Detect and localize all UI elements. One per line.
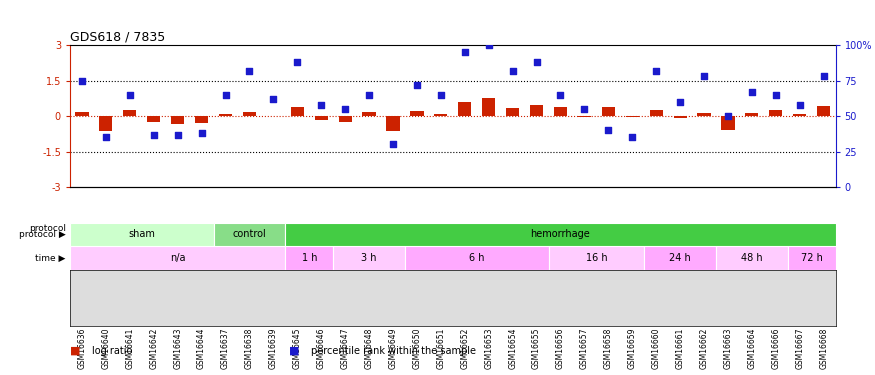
Bar — [285, 223, 836, 246]
Text: 1 h: 1 h — [302, 253, 317, 263]
Text: ■: ■ — [289, 346, 299, 355]
Bar — [746, 113, 759, 116]
Text: sham: sham — [129, 230, 155, 240]
Point — [171, 132, 185, 138]
Text: log ratio: log ratio — [92, 346, 132, 355]
Bar — [70, 223, 213, 246]
Bar — [697, 113, 710, 116]
Point — [99, 134, 113, 140]
Bar — [674, 116, 687, 118]
Bar — [817, 106, 830, 116]
Bar — [75, 112, 88, 116]
Bar — [769, 110, 782, 116]
Bar — [387, 116, 400, 132]
Text: 72 h: 72 h — [801, 253, 822, 263]
Bar — [219, 114, 232, 116]
Point — [506, 68, 520, 74]
Bar — [644, 246, 716, 270]
Point — [75, 78, 89, 84]
Text: 3 h: 3 h — [361, 253, 377, 263]
Point — [529, 59, 543, 65]
Point — [290, 59, 304, 65]
Bar — [530, 105, 543, 116]
Text: protocol ▶: protocol ▶ — [19, 230, 66, 239]
Bar — [362, 112, 375, 116]
Bar — [333, 246, 405, 270]
Point — [123, 92, 136, 98]
Bar — [793, 114, 807, 116]
Point — [458, 49, 472, 55]
Point — [721, 113, 735, 119]
Text: percentile rank within the sample: percentile rank within the sample — [311, 346, 476, 355]
Point — [219, 92, 233, 98]
Point — [793, 102, 807, 108]
Bar — [405, 246, 549, 270]
Text: protocol: protocol — [29, 224, 66, 233]
Bar — [788, 246, 836, 270]
Point — [554, 92, 568, 98]
Point — [745, 89, 759, 95]
Bar — [147, 116, 160, 122]
Text: control: control — [233, 230, 266, 240]
Point — [266, 96, 280, 102]
Bar — [195, 116, 208, 123]
Point — [578, 106, 592, 112]
Text: hemorrhage: hemorrhage — [530, 230, 591, 240]
Bar — [315, 116, 328, 120]
Bar — [434, 114, 447, 116]
Bar — [214, 223, 285, 246]
Bar — [716, 246, 788, 270]
Bar — [458, 102, 472, 116]
Bar — [243, 112, 256, 116]
Text: 16 h: 16 h — [585, 253, 607, 263]
Text: 6 h: 6 h — [469, 253, 485, 263]
Bar — [506, 108, 519, 116]
Point — [338, 106, 352, 112]
Text: 48 h: 48 h — [741, 253, 763, 263]
Bar — [339, 116, 352, 122]
Bar — [410, 111, 424, 116]
Point — [649, 68, 663, 74]
Point — [697, 73, 711, 79]
Point — [242, 68, 256, 74]
Bar — [649, 110, 662, 116]
Bar — [70, 246, 285, 270]
Bar — [482, 98, 495, 116]
Point — [434, 92, 448, 98]
Text: n/a: n/a — [170, 253, 186, 263]
Bar — [626, 116, 639, 117]
Bar — [99, 116, 113, 132]
Bar — [578, 116, 591, 117]
Point — [673, 99, 687, 105]
Text: GDS618 / 7835: GDS618 / 7835 — [70, 31, 165, 44]
Bar — [285, 246, 333, 270]
Text: ■: ■ — [70, 346, 80, 355]
Bar — [172, 116, 185, 124]
Text: 24 h: 24 h — [669, 253, 691, 263]
Bar — [123, 110, 136, 116]
Point — [601, 127, 615, 133]
Bar — [602, 107, 615, 116]
Text: time ▶: time ▶ — [35, 254, 66, 262]
Bar — [721, 116, 734, 130]
Point — [626, 134, 640, 140]
Point — [194, 130, 208, 136]
Point — [410, 82, 423, 88]
Bar — [554, 107, 567, 116]
Point — [769, 92, 783, 98]
Bar — [290, 107, 304, 116]
Point — [816, 73, 830, 79]
Point — [386, 141, 400, 147]
Point — [314, 102, 328, 108]
Bar — [549, 246, 644, 270]
Point — [147, 132, 161, 138]
Point — [362, 92, 376, 98]
Point — [482, 42, 496, 48]
